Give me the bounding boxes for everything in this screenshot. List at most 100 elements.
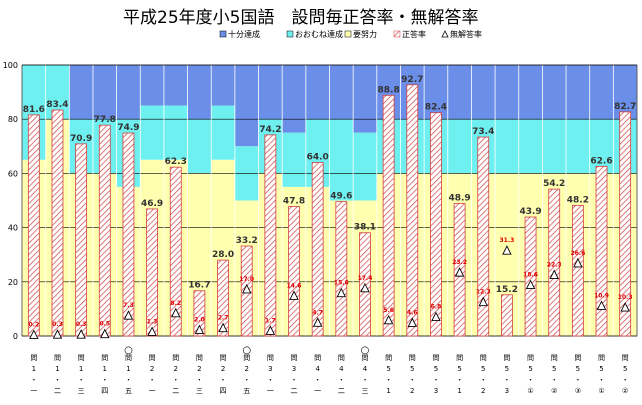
x-category-label: 問 xyxy=(314,354,321,362)
no-answer-marker xyxy=(123,310,134,320)
y-tick-label: 40 xyxy=(8,224,18,233)
x-category-label: 5 xyxy=(623,365,627,373)
band-juubun xyxy=(211,65,235,106)
no-answer-marker xyxy=(573,257,583,268)
correct-rate-label: 28.0 xyxy=(212,250,234,260)
no-answer-label: 31.3 xyxy=(499,237,514,244)
correct-rate-bar xyxy=(51,109,64,337)
correct-rate-bar xyxy=(595,165,608,337)
band-juubun xyxy=(566,65,590,120)
x-category-label: 問 xyxy=(480,354,487,362)
x-category-label: 2 xyxy=(197,365,201,373)
x-category-label: ・ xyxy=(598,376,605,384)
x-category-label: 問 xyxy=(30,354,37,362)
x-category-label: 3 xyxy=(505,387,509,395)
x-category-label: ・ xyxy=(409,376,416,384)
no-answer-label: 17.0 xyxy=(239,276,254,283)
no-answer-marker xyxy=(29,329,39,339)
band-juubun xyxy=(92,65,117,120)
y-tick-label: 100 xyxy=(3,61,18,70)
no-answer-label: 18.6 xyxy=(523,272,538,279)
band-juubun xyxy=(471,65,496,120)
x-category-label: 3 xyxy=(292,365,296,373)
x-category-label: 問 xyxy=(196,354,203,362)
no-answer-marker xyxy=(525,279,536,290)
x-category-label: 5 xyxy=(599,365,603,373)
x-category-label: ・ xyxy=(54,376,61,384)
x-category-label: ・ xyxy=(622,376,629,384)
correct-rate-label: 74.9 xyxy=(117,123,139,133)
correct-rate-bar xyxy=(311,162,324,337)
x-category-label: 5 xyxy=(386,365,390,373)
band-juubun xyxy=(140,65,164,106)
no-answer-marker xyxy=(360,282,370,293)
x-category-label: 問 xyxy=(409,354,416,362)
no-answer-label: 12.3 xyxy=(476,289,491,296)
x-category-label: 問 xyxy=(243,354,250,362)
x-category-label: 四 xyxy=(220,387,227,395)
band-yodoryoku xyxy=(187,173,212,336)
x-category-label: 問 xyxy=(385,354,392,362)
x-category-label: ・ xyxy=(220,376,227,384)
no-answer-label: 15.6 xyxy=(334,280,349,287)
legend-label: おおむね達成 xyxy=(295,29,343,39)
correct-rate-bar xyxy=(477,136,490,337)
x-category-label: 5 xyxy=(505,365,509,373)
no-answer-marker xyxy=(100,328,110,339)
correct-rate-label: 88.8 xyxy=(378,85,400,95)
correct-rate-bar xyxy=(382,94,395,337)
x-category-label: 問 xyxy=(598,354,605,362)
legend: 十分達成 おおむね達成 要努力 正答率 無解答率 xyxy=(219,29,482,39)
x-category-label: ① xyxy=(598,387,604,395)
correct-rate-label: 73.4 xyxy=(472,127,494,137)
x-category-label: 問 xyxy=(220,354,227,362)
x-category-label: 問 xyxy=(456,354,463,362)
correct-rate-label: 38.1 xyxy=(354,223,376,233)
x-category-label: 3 xyxy=(268,365,272,373)
x-category-label: ・ xyxy=(361,376,368,384)
x-category-label: ③ xyxy=(575,387,581,395)
correct-rate-bar xyxy=(335,201,348,337)
legend-label: 正答率 xyxy=(402,29,426,39)
band-oomune xyxy=(518,119,543,174)
x-category-label: 二 xyxy=(172,387,179,395)
correct-rate-label: 15.2 xyxy=(496,285,518,295)
x-category-label: ・ xyxy=(172,376,179,384)
band-yodoryoku xyxy=(495,173,519,336)
x-category-label: 1 xyxy=(126,365,130,373)
no-answer-label: 0.3 xyxy=(76,321,87,328)
circle-mark: ○ xyxy=(124,345,133,356)
correct-rate-label: 46.9 xyxy=(141,199,163,209)
x-category-label: ・ xyxy=(456,376,463,384)
y-tick-label: 60 xyxy=(8,169,18,178)
x-category-label: ・ xyxy=(432,376,439,384)
band-juubun xyxy=(163,65,188,106)
x-category-label: 二 xyxy=(291,387,298,395)
no-answer-label: 26.6 xyxy=(570,250,585,257)
plot-frame xyxy=(21,64,638,337)
x-category-label: 3 xyxy=(434,387,438,395)
x-category-label: 五 xyxy=(125,387,132,395)
correct-rate-label: 81.6 xyxy=(23,105,45,115)
x-category-label: 問 xyxy=(101,354,108,362)
no-answer-label: 1.3 xyxy=(147,318,158,325)
circle-mark: ○ xyxy=(361,345,370,356)
grid xyxy=(21,64,638,337)
correct-rate-bar xyxy=(571,204,584,337)
x-category-label: 5 xyxy=(528,365,532,373)
correct-rate-label: 64.0 xyxy=(307,153,329,163)
band-oomune xyxy=(305,119,330,187)
no-answer-label: 0.3 xyxy=(52,321,63,328)
no-answer-label: 14.6 xyxy=(287,282,302,289)
correct-rate-label: 70.9 xyxy=(70,134,92,144)
legend-swatch xyxy=(219,30,227,38)
correct-rate-label: 16.7 xyxy=(188,281,210,291)
x-category-label: 2 xyxy=(410,387,414,395)
y-tick-label: 80 xyxy=(8,115,18,124)
no-answer-label: 2.0 xyxy=(194,317,205,324)
correct-rate-bar xyxy=(288,206,300,337)
no-answer-marker xyxy=(147,326,157,336)
correct-rate-bar xyxy=(27,114,40,337)
band-oomune xyxy=(542,119,567,174)
correct-rate-label: 48.9 xyxy=(448,193,470,203)
